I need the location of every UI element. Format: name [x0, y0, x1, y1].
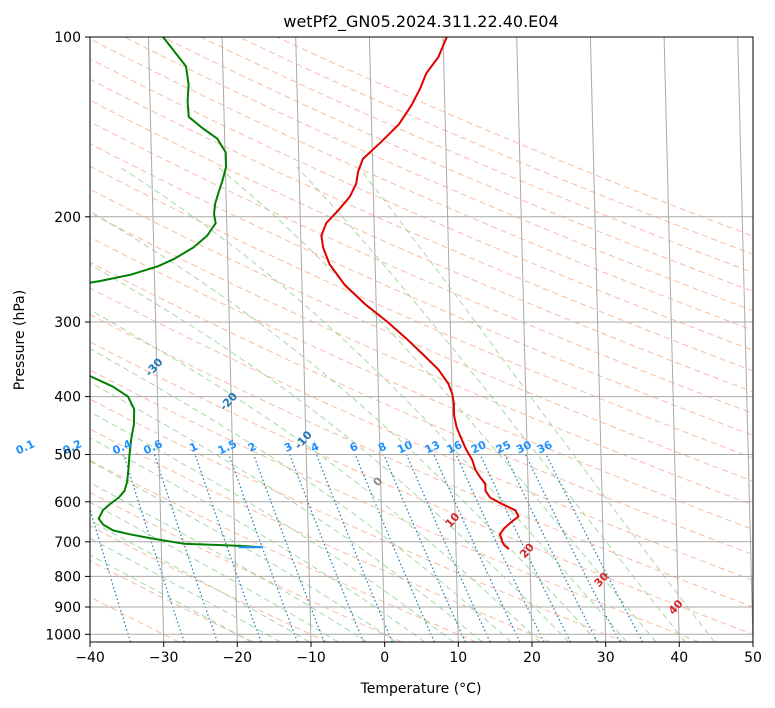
moist-adiabat	[90, 348, 512, 642]
mixing-ratio-line	[123, 454, 185, 642]
dry-adiabat	[90, 121, 753, 414]
dry-adiabat	[162, 37, 753, 293]
x-axis-ticks: −40 −30 −20 −10 0 10 20 30 40 50	[75, 642, 762, 666]
moist-adiabat	[90, 437, 425, 642]
x-tick-label: −40	[75, 650, 105, 666]
mixing-ratio-line	[479, 454, 571, 642]
x-tick-label: 50	[744, 650, 762, 666]
dry-adiabat	[90, 78, 753, 372]
dry-adiabat	[90, 459, 477, 642]
x-tick-label: 20	[523, 650, 541, 666]
moist-adiabat	[90, 263, 570, 642]
mixing-ratio-line	[504, 454, 598, 642]
x-tick-label: 30	[597, 650, 615, 666]
mixing-ratio-line	[90, 507, 132, 642]
mixing-ratio-line	[433, 454, 521, 642]
plot-frame	[89, 36, 754, 643]
mixing-ratio-line	[153, 454, 218, 642]
mixing-ratio-label: 20	[469, 438, 489, 456]
isotherm-gridline	[368, 37, 386, 642]
isotherm-gridline	[589, 37, 607, 642]
dry-adiabat	[200, 37, 753, 274]
moist-adiabat	[90, 381, 483, 642]
plot-background	[90, 37, 753, 642]
y-tick-label: 1000	[45, 627, 81, 643]
dry-adiabat	[90, 58, 753, 351]
isotherm-gridline	[295, 37, 312, 642]
isotherm-gridline	[737, 37, 753, 642]
y-tick-label: 400	[54, 390, 81, 406]
isotherm-gridline	[442, 37, 459, 642]
moist-adiabat	[90, 411, 454, 642]
mixing-ratio-line	[253, 454, 325, 642]
mixing-ratio-label: 10	[395, 438, 415, 456]
mixing-ratio-label: 25	[494, 438, 513, 456]
chart-title: wetPf2_GN05.2024.311.22.40.E04	[283, 12, 558, 32]
dry-adiabats	[90, 37, 753, 642]
isotherm-gridline	[516, 37, 533, 642]
moist-adiabat	[296, 166, 686, 642]
moist-adiabat	[119, 166, 628, 642]
dry-adiabat	[90, 313, 753, 608]
x-tick-label: −10	[296, 650, 326, 666]
y-tick-label: 600	[54, 495, 81, 511]
y-axis-ticks: 100 200 300 400 500 600 700 800 900 1000	[45, 30, 90, 643]
dry-adiabat	[90, 287, 753, 581]
mixing-ratio-label: 0.1	[14, 437, 37, 457]
moist-adiabat	[90, 309, 541, 642]
dry-adiabat	[90, 38, 753, 331]
y-tick-label: 200	[54, 210, 81, 226]
dry-adiabat	[90, 341, 753, 635]
x-tick-label: −30	[149, 650, 179, 666]
profile-series	[90, 37, 520, 550]
mixing-ratio-line	[194, 454, 262, 642]
dry-adiabat	[238, 37, 753, 255]
x-tick-label: 10	[449, 650, 467, 666]
dewpoint-line	[90, 37, 261, 549]
mixing-ratio-lines	[90, 454, 644, 642]
isotherm-gridline	[147, 37, 165, 642]
x-tick-label: 40	[670, 650, 688, 666]
isotherm-gridline	[90, 622, 91, 642]
mixing-ratio-label: 13	[423, 438, 442, 456]
dry-adiabat	[90, 428, 551, 642]
moist-adiabat	[90, 210, 599, 642]
y-tick-label: 800	[54, 569, 81, 585]
temperature-line	[320, 37, 520, 550]
mixing-ratio-label: 36	[535, 438, 555, 456]
mixing-ratio-line	[455, 454, 545, 642]
dry-adiabat	[90, 525, 328, 642]
y-tick-label: 300	[54, 315, 81, 331]
dry-adiabat	[124, 37, 753, 312]
isotherm-gridline	[663, 37, 680, 642]
y-tick-label: 900	[54, 600, 81, 616]
grid-lines	[90, 37, 753, 642]
moist-adiabat	[90, 520, 310, 642]
dry-adiabat	[90, 261, 753, 556]
y-tick-label: 100	[54, 30, 81, 46]
mixing-ratio-line	[289, 454, 364, 642]
dry-adiabat	[90, 99, 753, 393]
y-tick-label: 500	[54, 448, 81, 464]
moist-adiabats	[90, 166, 715, 642]
x-tick-label: −20	[223, 650, 253, 666]
x-tick-label: 0	[380, 650, 389, 666]
y-axis-title: Pressure (hPa)	[12, 290, 28, 390]
mixing-ratio-line	[315, 454, 393, 642]
x-axis-title: Temperature (°C)	[360, 681, 482, 697]
mixing-ratio-label: 30	[514, 438, 534, 456]
dry-adiabat	[276, 37, 753, 237]
mixing-ratio-line	[524, 454, 621, 642]
moist-adiabat	[217, 166, 657, 642]
moist-adiabat	[90, 482, 368, 642]
isotherm-gridline	[221, 37, 238, 642]
y-tick-label: 700	[54, 535, 81, 551]
mixing-ratio-label: 16	[445, 438, 465, 456]
